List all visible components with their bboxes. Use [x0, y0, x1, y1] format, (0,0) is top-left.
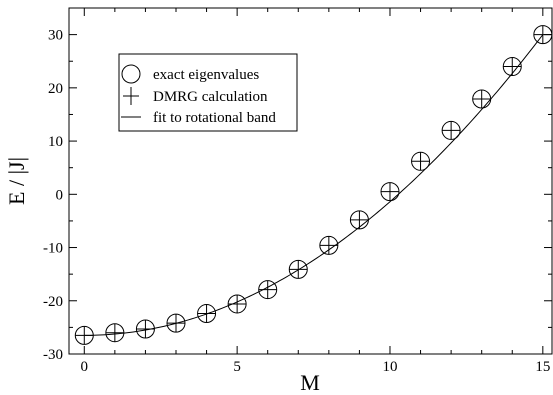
axis-ticks: 0 5 10 15 -30 -20 -10 0 10 20 30 [43, 7, 552, 375]
fit-layer [84, 34, 544, 336]
dmrg-point [442, 121, 461, 140]
legend-label-fit: fit to rotational band [153, 110, 276, 126]
y-tick-label: 20 [48, 81, 63, 97]
dmrg-point [503, 57, 522, 76]
legend-label-exact-eigenvalues: exact eigenvalues [153, 67, 259, 83]
dmrg-point [472, 90, 491, 109]
dmrg-point [411, 152, 430, 171]
x-tick-label: 0 [81, 359, 89, 375]
dmrg-point [533, 25, 552, 44]
legend-label-dmrg-calculation: DMRG calculation [153, 89, 268, 105]
dmrg-point [258, 280, 277, 299]
dmrg-point [380, 182, 399, 201]
legend-box [118, 53, 298, 132]
legend-item-fit: fit to rotational band [121, 110, 276, 126]
y-tick-label: -30 [43, 347, 63, 363]
x-axis-title: M [300, 370, 320, 395]
dmrg-point [75, 326, 94, 345]
dmrg-point [166, 314, 185, 333]
y-tick-label: -10 [43, 241, 63, 257]
dmrg-point [350, 210, 369, 229]
y-tick-label: 0 [56, 187, 64, 203]
y-tick-label: 30 [48, 28, 63, 44]
x-tick-label: 5 [233, 359, 241, 375]
fit-curve [84, 34, 544, 336]
dmrg-point [228, 294, 247, 313]
y-tick-label: -20 [43, 294, 63, 310]
dmrg-point [197, 304, 216, 323]
dmrg-point [289, 260, 308, 279]
legend-circle-marker [121, 64, 141, 84]
y-tick-label: 10 [48, 134, 63, 150]
y-axis-title: E / |J| [4, 157, 29, 205]
dmrg-point [136, 319, 155, 338]
plot-frame [68, 7, 553, 355]
legend-item-exact-eigenvalues: exact eigenvalues [121, 64, 259, 84]
x-tick-label: 10 [382, 359, 397, 375]
dmrg-point [319, 236, 338, 255]
dmrg-point [105, 323, 124, 342]
x-tick-label: 15 [535, 359, 550, 375]
legend-item-dmrg-calculation: DMRG calculation [123, 87, 268, 105]
marker-layer [74, 25, 553, 345]
legend: exact eigenvalues DMRG calculation fit t… [118, 53, 298, 132]
